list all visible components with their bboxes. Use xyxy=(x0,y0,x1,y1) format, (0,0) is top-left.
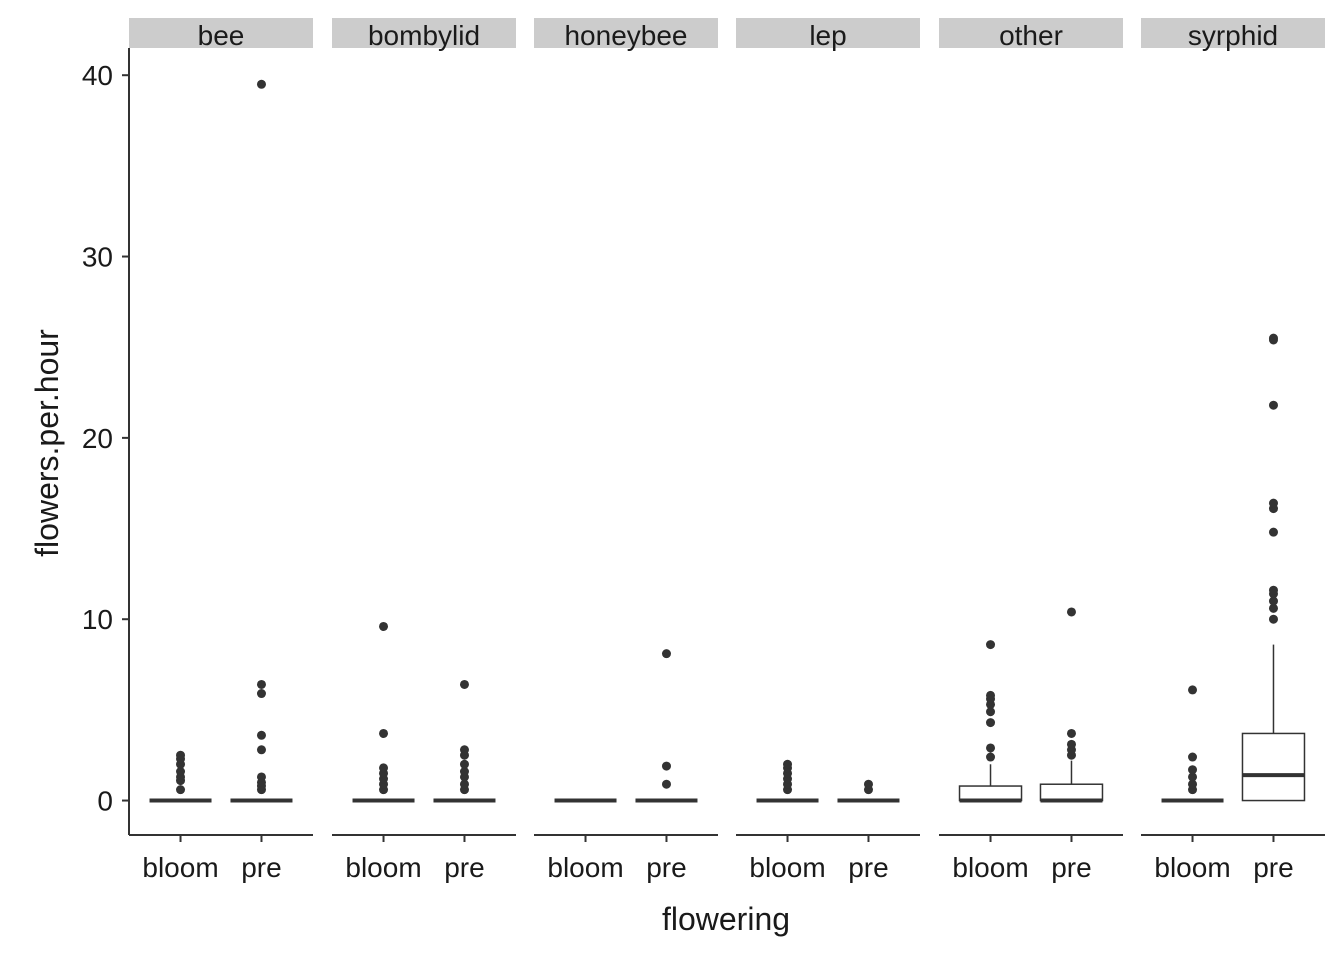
y-axis-title: flowers.per.hour xyxy=(29,329,65,557)
x-tick-label: pre xyxy=(848,852,888,883)
outlier-point xyxy=(1066,739,1076,749)
outlier-point xyxy=(1268,596,1278,606)
outlier-point xyxy=(379,728,389,738)
outlier-point xyxy=(1188,752,1198,762)
outlier-point xyxy=(256,772,266,782)
facet-strip-label: other xyxy=(999,20,1063,51)
x-axis-title: flowering xyxy=(662,901,790,937)
x-tick-label: pre xyxy=(646,852,686,883)
outlier-point xyxy=(1268,333,1278,343)
box xyxy=(958,785,1023,802)
facet-strip-label: bee xyxy=(198,20,245,51)
outlier-point xyxy=(176,750,186,760)
x-tick-label: pre xyxy=(241,852,281,883)
x-tick-label: pre xyxy=(444,852,484,883)
outlier-point xyxy=(661,649,671,659)
outlier-point xyxy=(459,745,469,755)
outlier-point xyxy=(459,679,469,689)
facet-strip-label: bombylid xyxy=(368,20,480,51)
outlier-point xyxy=(986,707,996,717)
outlier-point xyxy=(783,759,793,769)
facet-strip-label: honeybee xyxy=(564,20,687,51)
outlier-point xyxy=(379,621,389,631)
facet-strip-label: syrphid xyxy=(1188,20,1278,51)
facet-strip xyxy=(939,18,1123,48)
facet-strip xyxy=(534,18,718,48)
outlier-point xyxy=(986,690,996,700)
outlier-point xyxy=(256,730,266,740)
x-tick-label: bloom xyxy=(345,852,421,883)
outlier-point xyxy=(1268,498,1278,508)
outlier-point xyxy=(986,718,996,728)
outlier-point xyxy=(1066,607,1076,617)
x-tick-label: bloom xyxy=(547,852,623,883)
x-tick-label: pre xyxy=(1253,852,1293,883)
outlier-point xyxy=(1268,585,1278,595)
outlier-point xyxy=(256,689,266,699)
outlier-point xyxy=(256,679,266,689)
outlier-point xyxy=(379,763,389,773)
outlier-point xyxy=(459,779,469,789)
outlier-point xyxy=(863,779,873,789)
outlier-point xyxy=(986,743,996,753)
x-tick-label: bloom xyxy=(142,852,218,883)
outlier-point xyxy=(986,752,996,762)
y-tick-label: 20 xyxy=(82,423,113,454)
facet-strip xyxy=(1141,18,1325,48)
outlier-point xyxy=(1268,527,1278,537)
outlier-point xyxy=(986,640,996,650)
outlier-point xyxy=(1268,614,1278,624)
outlier-point xyxy=(459,759,469,769)
outlier-point xyxy=(1188,765,1198,775)
x-tick-label: bloom xyxy=(952,852,1028,883)
outlier-point xyxy=(1066,728,1076,738)
outlier-point xyxy=(256,79,266,89)
y-tick-label: 0 xyxy=(97,786,113,817)
outlier-point xyxy=(176,785,186,795)
box xyxy=(1241,732,1306,802)
facet-strip xyxy=(129,18,313,48)
outlier-point xyxy=(1268,603,1278,613)
outlier-point xyxy=(1268,400,1278,410)
x-tick-label: bloom xyxy=(1154,852,1230,883)
outlier-point xyxy=(661,761,671,771)
y-tick-label: 10 xyxy=(82,604,113,635)
y-tick-label: 40 xyxy=(82,60,113,91)
outlier-point xyxy=(176,767,186,777)
outlier-point xyxy=(1188,685,1198,695)
y-tick-label: 30 xyxy=(82,242,113,273)
facet-strip-label: lep xyxy=(809,20,846,51)
facet-strip xyxy=(736,18,920,48)
outlier-point xyxy=(1188,779,1198,789)
outlier-point xyxy=(661,779,671,789)
facet-strip xyxy=(332,18,516,48)
outlier-point xyxy=(1188,772,1198,782)
outlier-point xyxy=(256,745,266,755)
outlier-point xyxy=(459,767,469,777)
x-tick-label: pre xyxy=(1051,852,1091,883)
box xyxy=(1039,783,1104,802)
x-tick-label: bloom xyxy=(749,852,825,883)
